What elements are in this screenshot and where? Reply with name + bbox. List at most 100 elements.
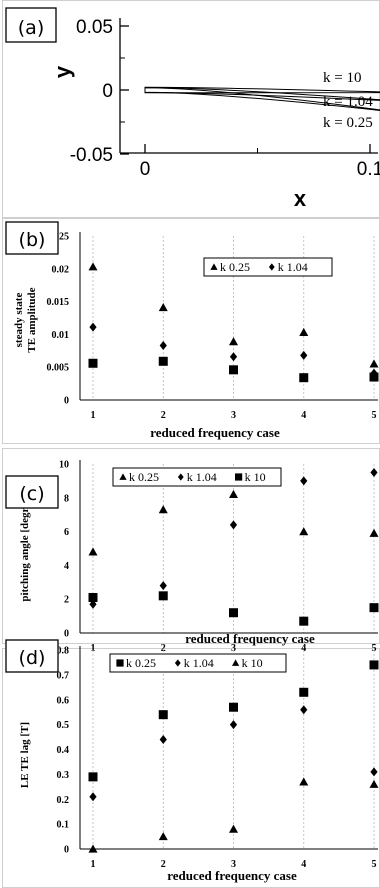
data-point	[158, 505, 168, 514]
legend-marker	[177, 473, 184, 481]
data-point	[299, 373, 309, 383]
y-axis-label: y	[50, 65, 75, 78]
y-axis-label-line: TE amplitude	[26, 287, 38, 352]
x-tick-label: 2	[161, 643, 166, 654]
y-tick-label: 0.6	[57, 695, 70, 706]
y-tick-label: -0.05	[70, 145, 113, 166]
data-point	[229, 702, 238, 712]
y-tick-label: 0	[102, 81, 113, 102]
y-tick-label: 0.015	[47, 297, 70, 308]
y-tick-label: 0.02	[52, 264, 70, 275]
y-tick-label: 0.8	[57, 646, 70, 657]
data-point	[158, 832, 168, 841]
x-tick-label: 5	[372, 859, 377, 870]
data-point	[299, 616, 309, 626]
data-point	[229, 365, 238, 375]
data-point	[158, 591, 168, 601]
y-tick-label: 8	[64, 493, 69, 504]
x-tick-label: 2	[161, 410, 166, 421]
x-tick-label: 3	[231, 410, 236, 421]
airfoil-legend-label: k = 10	[323, 70, 361, 86]
x-tick-label: 4	[301, 410, 306, 421]
airfoil-shape	[144, 86, 380, 101]
y-tick-label: 0	[64, 396, 69, 407]
data-point	[88, 844, 98, 853]
data-point	[88, 262, 98, 271]
data-point	[88, 772, 98, 782]
y-tick-label: 0.05	[76, 17, 113, 38]
y-tick-label: 0.005	[47, 363, 70, 374]
y-tick-label: 0	[64, 845, 69, 856]
airfoil-legend-label: k = 0.25	[323, 115, 373, 131]
airfoil-shape	[144, 87, 380, 111]
data-point	[229, 337, 238, 346]
legend-label: k 1.04	[278, 260, 308, 274]
data-point	[89, 792, 97, 802]
x-tick-label: 2	[161, 859, 166, 870]
legend-marker	[174, 659, 181, 667]
legend-label: k 0.25	[220, 260, 250, 274]
data-point	[299, 327, 309, 337]
data-point	[299, 777, 309, 786]
legend-label: k 0.25	[129, 470, 159, 484]
data-point	[300, 350, 308, 360]
legend-marker	[119, 473, 127, 480]
legend-label: k 10	[245, 470, 266, 484]
legend-marker	[232, 659, 240, 666]
x-tick-label: 1	[91, 643, 96, 654]
x-tick-label: 1	[91, 859, 96, 870]
x-axis-label: reduced frequency case	[185, 631, 315, 646]
data-point	[88, 547, 98, 556]
panel-label-box	[5, 7, 57, 43]
y-tick-label: 0	[64, 629, 69, 640]
panel-label-box	[5, 221, 59, 255]
data-point	[159, 581, 167, 591]
y-tick-label: 0.3	[57, 770, 70, 781]
data-point	[229, 824, 238, 833]
data-point	[369, 779, 379, 788]
x-tick-label: 5	[372, 410, 377, 421]
panel-label: (d)	[19, 647, 46, 669]
data-point	[88, 358, 98, 368]
panel-label: (a)	[18, 17, 44, 39]
data-point	[369, 372, 379, 382]
y-tick-label: 0.4	[57, 745, 70, 756]
data-point	[229, 520, 238, 530]
data-point	[300, 476, 308, 486]
data-point	[369, 359, 379, 368]
legend-marker	[210, 263, 218, 270]
panel-b-frame	[2, 218, 380, 444]
panel-label-box	[5, 475, 59, 509]
x-tick-label: 1	[91, 410, 96, 421]
x-axis-label: x	[294, 186, 307, 211]
y-axis-label: LE TE lag [T]	[19, 722, 31, 788]
legend-label: k 10	[242, 656, 263, 670]
x-tick-label: 3	[231, 859, 236, 870]
y-tick-label: 0.01	[52, 330, 70, 341]
data-point	[159, 735, 167, 745]
x-tick-label: 0	[140, 159, 151, 180]
panel-label-box	[5, 639, 59, 673]
data-point	[370, 767, 378, 777]
y-tick-label: 0.7	[57, 670, 70, 681]
data-point	[369, 528, 379, 537]
data-point	[158, 303, 168, 312]
y-tick-label: 6	[64, 527, 69, 538]
data-point	[369, 660, 379, 670]
data-point	[299, 527, 309, 536]
legend-label: k 1.04	[184, 656, 214, 670]
legend-label: k 0.25	[126, 656, 156, 670]
legend-marker	[268, 263, 275, 271]
data-point	[88, 593, 98, 603]
data-point	[370, 467, 378, 477]
x-axis-label: reduced frequency case	[167, 868, 297, 883]
y-tick-label: 0.5	[57, 720, 70, 731]
data-point	[158, 710, 168, 720]
data-point	[299, 687, 309, 697]
y-axis-label-line: steady state	[13, 293, 25, 348]
panel-label: (b)	[19, 229, 46, 251]
x-tick-label: 5	[372, 643, 377, 654]
data-point	[369, 603, 379, 613]
x-tick-label: 4	[301, 643, 306, 654]
